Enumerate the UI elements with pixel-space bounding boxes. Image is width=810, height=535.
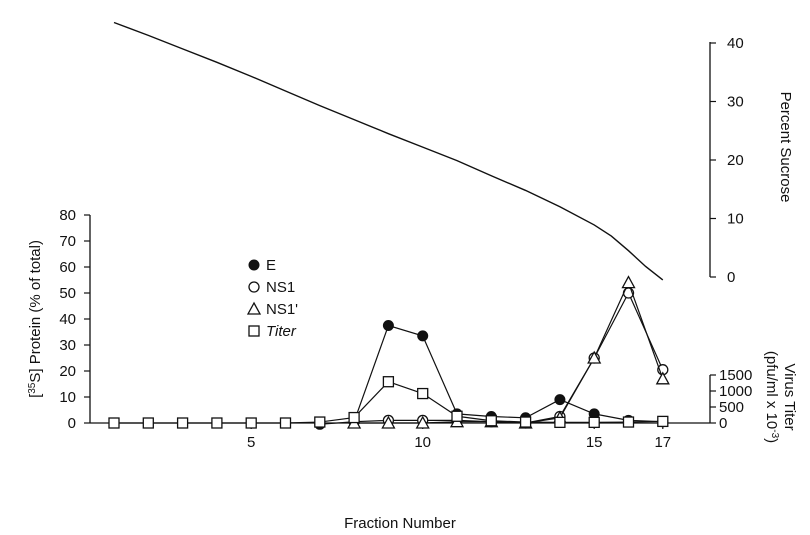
data-point [417, 387, 429, 400]
titer-axis-title-line1: Virus Titer [781, 363, 798, 430]
series-line [354, 291, 664, 424]
legend-marker [248, 325, 260, 337]
data-point [519, 416, 532, 428]
sucrose-curve [113, 21, 664, 281]
titer-tick-label: 1000 [719, 383, 752, 400]
legend: E NS1 NS1' Titer [246, 257, 298, 340]
series-ns1 [348, 287, 669, 429]
data-point [279, 417, 292, 429]
data-point [554, 416, 566, 429]
data-point [245, 417, 257, 429]
series-ns1- [347, 275, 670, 429]
sucrose-axis-title: Percent Sucrose [777, 92, 794, 203]
left-y-tick-label: 0 [68, 415, 76, 432]
data-point [382, 376, 395, 388]
data-point [382, 320, 394, 331]
x-tick-label: 5 [247, 434, 255, 451]
left-y-tick-label: 70 [59, 233, 76, 250]
data-point [622, 416, 635, 428]
data-point [621, 275, 636, 289]
left-axis-title: [35S] Protein (% of total) [27, 240, 45, 398]
legend-label: Titer [266, 323, 297, 340]
data-point [314, 416, 326, 428]
left-y-tick-label: 60 [59, 259, 76, 276]
sucrose-tick-label: 40 [727, 35, 744, 52]
data-point [657, 415, 669, 428]
legend-label: E [266, 257, 276, 274]
data-point [211, 417, 223, 429]
data-point [451, 410, 463, 422]
legend-marker [248, 259, 260, 271]
data-point [588, 416, 600, 429]
left-y-tick-label: 10 [59, 389, 76, 406]
axes [89, 42, 711, 424]
left-y-tick-label: 50 [59, 285, 76, 302]
data-point [176, 417, 189, 429]
series-layer [108, 275, 670, 430]
legend-marker [248, 281, 260, 293]
data-point [485, 415, 497, 427]
data-point [108, 417, 120, 429]
titer-tick-label: 500 [719, 399, 744, 416]
series-e [314, 320, 669, 430]
left-y-tick-label: 40 [59, 311, 76, 328]
sucrose-tick-label: 10 [727, 211, 744, 228]
data-point [554, 394, 566, 406]
tick-marks [84, 42, 716, 429]
data-point [417, 330, 429, 342]
data-point [587, 350, 602, 364]
data-point [415, 415, 430, 429]
legend-marker [246, 301, 262, 315]
data-point [381, 415, 396, 429]
sucrose-line [113, 21, 664, 281]
left-y-tick-label: 80 [59, 207, 76, 224]
sucrose-tick-label: 30 [727, 94, 744, 111]
titer-tick-label: 0 [719, 415, 727, 432]
series-line [319, 324, 663, 425]
x-axis-title: Fraction Number [344, 515, 456, 532]
left-y-tick-label: 30 [59, 337, 76, 354]
titer-tick-label: 1500 [719, 367, 752, 384]
left-y-tick-label: 20 [59, 363, 76, 380]
sucrose-tick-label: 0 [727, 269, 735, 286]
titer-axis-title-line2: (pfu/ml x 10-3) [763, 351, 781, 443]
data-point [142, 417, 154, 429]
x-tick-label: 15 [586, 434, 603, 451]
series-line [354, 281, 664, 424]
x-tick-label: 17 [654, 434, 671, 451]
series-titer [108, 376, 669, 429]
legend-label: NS1 [266, 279, 295, 296]
legend-label: NS1' [266, 301, 298, 318]
sucrose-tick-label: 20 [727, 152, 744, 169]
x-tick-label: 10 [414, 434, 431, 451]
tick-labels: 5 10 15 17010203040506070800102030400500100… [59, 35, 752, 451]
data-point [655, 371, 670, 385]
data-point [348, 411, 360, 424]
axis-titles: Fraction Number [35S] Protein (% of tota… [27, 92, 799, 532]
